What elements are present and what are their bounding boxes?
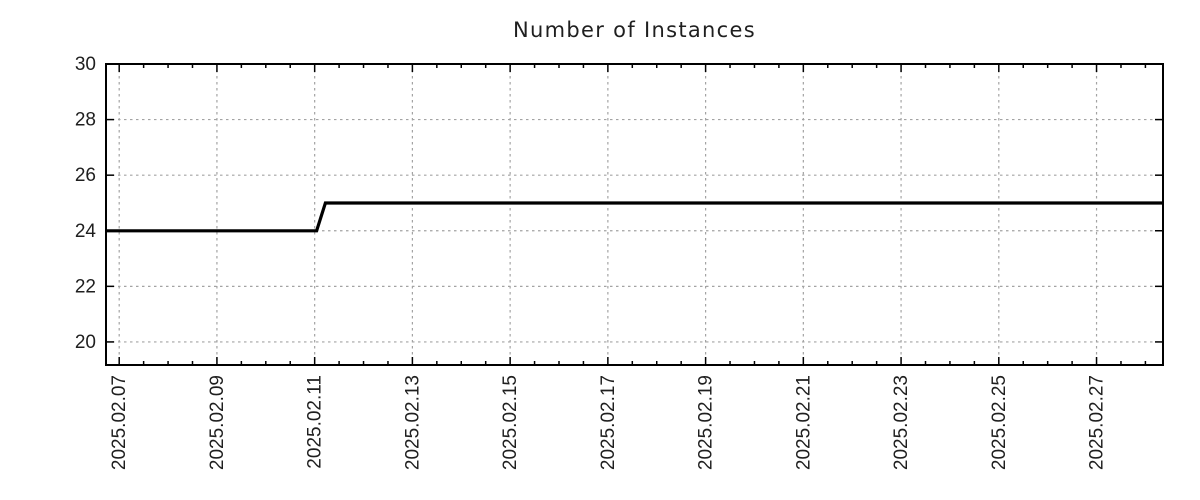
x-tick-label: 2025.02.07 (109, 375, 130, 470)
y-tick-label: 30 (75, 54, 96, 75)
x-tick-label: 2025.02.21 (793, 375, 814, 470)
y-tick-label: 22 (75, 276, 96, 297)
plot-border (105, 63, 1164, 366)
x-tick-label: 2025.02.27 (1087, 375, 1108, 470)
x-tick-label: 2025.02.15 (500, 375, 521, 470)
series-line (106, 201, 1163, 233)
y-tick-label: 24 (75, 221, 97, 242)
y-tick-label: 20 (75, 332, 96, 353)
x-tick-label: 2025.02.11 (305, 375, 326, 469)
x-tick-label: 2025.02.23 (891, 375, 912, 470)
chart-title: Number of Instances (513, 18, 756, 42)
x-tick-label: 2025.02.13 (402, 375, 423, 470)
x-tick-label: 2025.02.17 (598, 375, 619, 470)
x-tick-label: 2025.02.09 (207, 375, 228, 470)
y-tick-label: 26 (75, 165, 96, 186)
y-tick-label: 28 (75, 110, 96, 131)
x-tick-label: 2025.02.25 (989, 375, 1010, 470)
x-tick-label: 2025.02.19 (696, 375, 717, 470)
